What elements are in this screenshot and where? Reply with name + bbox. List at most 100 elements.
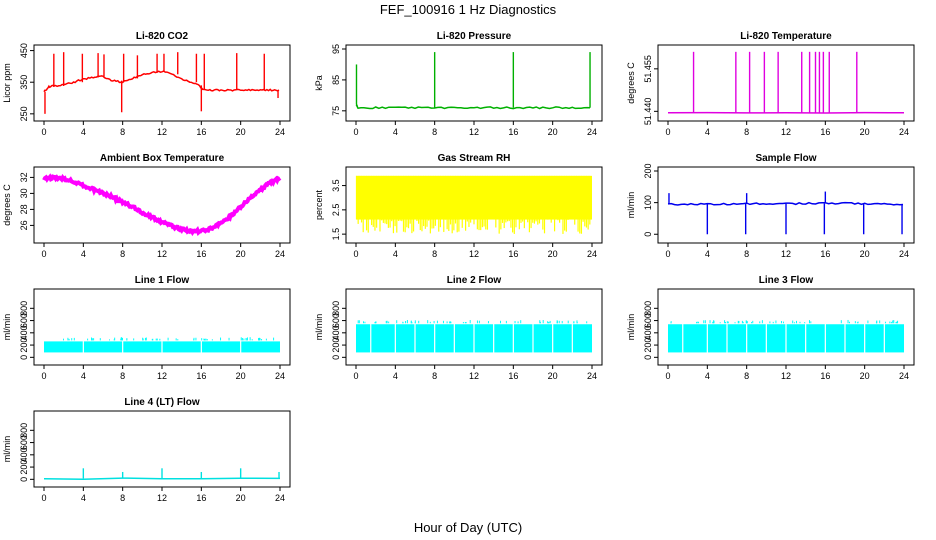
y-tick-label: 0: [19, 355, 29, 360]
y-tick-label: 400: [19, 447, 29, 462]
panel-title: Line 3 Flow: [759, 275, 814, 286]
panel-7: Line 1 Flow ml/min 0 4 8 12 16 20 24 0 20040060080…: [2, 275, 291, 381]
y-tick-label: 85: [331, 75, 341, 85]
panel-1: Li-820 CO2 Licor ppm 0 4 8 12 16 20 24 250 350 450: [2, 31, 291, 137]
y-tick-label: 600: [331, 313, 341, 328]
x-tick-label: 16: [196, 249, 206, 259]
x-tick-label: 4: [81, 371, 86, 381]
panel-title: Ambient Box Temperature: [100, 153, 225, 164]
panel-title: Sample Flow: [755, 153, 816, 164]
series-line: [42, 173, 282, 237]
x-tick-label: 16: [820, 127, 830, 137]
x-tick-label: 12: [469, 249, 479, 259]
panel-title: Line 2 Flow: [447, 275, 502, 286]
panel-4: Ambient Box Temperature degrees C 0 4 8 12 16 2…: [2, 153, 291, 259]
y-tick-label: 400: [331, 325, 341, 340]
x-tick-label: 20: [860, 371, 870, 381]
x-tick-label: 8: [120, 371, 125, 381]
panel-8: Line 2 Flow ml/min 0 4 8 12 16 20 24 0 20040060080…: [314, 275, 603, 381]
y-axis-label: ml/min: [2, 436, 12, 463]
y-axis-label: kPa: [314, 75, 324, 91]
x-tick-label: 20: [860, 249, 870, 259]
y-tick-label: 30: [19, 188, 29, 198]
x-tick-label: 24: [899, 249, 909, 259]
x-tick-label: 8: [744, 371, 749, 381]
figure-xlabel: Hour of Day (UTC): [414, 520, 522, 535]
plot-data: [356, 319, 592, 354]
panel-title: Li-820 CO2: [136, 31, 189, 42]
y-tick-label: 51.455: [643, 55, 653, 83]
y-tick-label: 0: [643, 355, 653, 360]
x-tick-label: 8: [120, 493, 125, 503]
y-tick-label: 400: [643, 325, 653, 340]
plot-data: [667, 191, 904, 235]
series-line: [43, 70, 280, 93]
x-tick-label: 16: [508, 249, 518, 259]
x-tick-label: 8: [120, 127, 125, 137]
plot-frame: [33, 166, 291, 244]
x-tick-label: 8: [120, 249, 125, 259]
y-tick-label: 32: [19, 172, 29, 182]
x-tick-label: 0: [41, 249, 46, 259]
y-tick-label: 250: [19, 106, 29, 121]
panel-5: Gas Stream RH percent 0 4 8 12 16 20 24 1.5 2.5 3.5: [314, 153, 603, 259]
x-tick-label: 20: [860, 127, 870, 137]
y-tick-label: 26: [19, 220, 29, 230]
y-tick-label: 600: [19, 435, 29, 450]
plot-data: [355, 175, 592, 234]
x-tick-label: 24: [275, 127, 285, 137]
panels-container: Li-820 CO2 Licor ppm 0 4 8 12 16 20 24 250 350 450 L…: [2, 31, 915, 503]
x-tick-label: 8: [432, 127, 437, 137]
x-tick-label: 20: [236, 493, 246, 503]
x-tick-label: 4: [81, 493, 86, 503]
x-tick-label: 0: [353, 371, 358, 381]
x-tick-label: 8: [432, 249, 437, 259]
x-tick-label: 8: [744, 249, 749, 259]
panel-10: Line 4 (LT) Flow ml/min 0 4 8 12 16 20 24 0 200400…: [2, 397, 291, 503]
x-tick-label: 12: [469, 371, 479, 381]
y-tick-label: 0: [331, 355, 341, 360]
x-tick-label: 24: [899, 371, 909, 381]
x-tick-label: 12: [469, 127, 479, 137]
y-axis-label: degrees C: [2, 184, 12, 226]
y-tick-label: 200: [19, 338, 29, 353]
y-tick-label: 28: [19, 204, 29, 214]
x-tick-label: 4: [393, 371, 398, 381]
y-tick-label: 350: [19, 75, 29, 90]
plot-data: [668, 319, 904, 354]
plot-frame: [33, 288, 291, 366]
x-tick-label: 24: [275, 371, 285, 381]
y-tick-label: 51.440: [643, 98, 653, 126]
x-tick-label: 16: [820, 371, 830, 381]
x-tick-label: 4: [705, 249, 710, 259]
y-tick-label: 95: [331, 44, 341, 54]
y-tick-label: 75: [331, 106, 341, 116]
y-tick-label: 800: [643, 301, 653, 316]
x-tick-label: 16: [508, 371, 518, 381]
x-tick-label: 20: [236, 249, 246, 259]
y-tick-label: 800: [19, 301, 29, 316]
x-tick-label: 12: [157, 493, 167, 503]
y-tick-label: 450: [19, 43, 29, 58]
x-tick-label: 0: [41, 127, 46, 137]
x-tick-label: 0: [41, 371, 46, 381]
x-tick-label: 4: [393, 249, 398, 259]
x-tick-label: 12: [781, 371, 791, 381]
y-tick-label: 200: [643, 338, 653, 353]
y-axis-label: degrees C: [626, 62, 636, 104]
x-tick-label: 12: [157, 249, 167, 259]
panel-9: Line 3 Flow ml/min 0 4 8 12 16 20 24 0 20040060080…: [626, 275, 915, 381]
y-tick-label: 800: [19, 423, 29, 438]
y-axis-label: ml/min: [626, 314, 636, 341]
panel-2: Li-820 Pressure kPa 0 4 8 12 16 20 24 75 85 95: [314, 31, 603, 137]
y-tick-label: 200: [331, 338, 341, 353]
x-tick-label: 12: [157, 127, 167, 137]
y-tick-label: 100: [643, 195, 653, 210]
panel-title: Li-820 Pressure: [437, 31, 512, 42]
x-tick-label: 4: [393, 127, 398, 137]
y-axis-label: Licor ppm: [2, 63, 12, 103]
panel-6: Sample Flow ml/min 0 4 8 12 16 20 24 0 100 200: [626, 153, 915, 259]
panel-title: Li-820 Temperature: [740, 31, 832, 42]
x-tick-label: 20: [236, 371, 246, 381]
